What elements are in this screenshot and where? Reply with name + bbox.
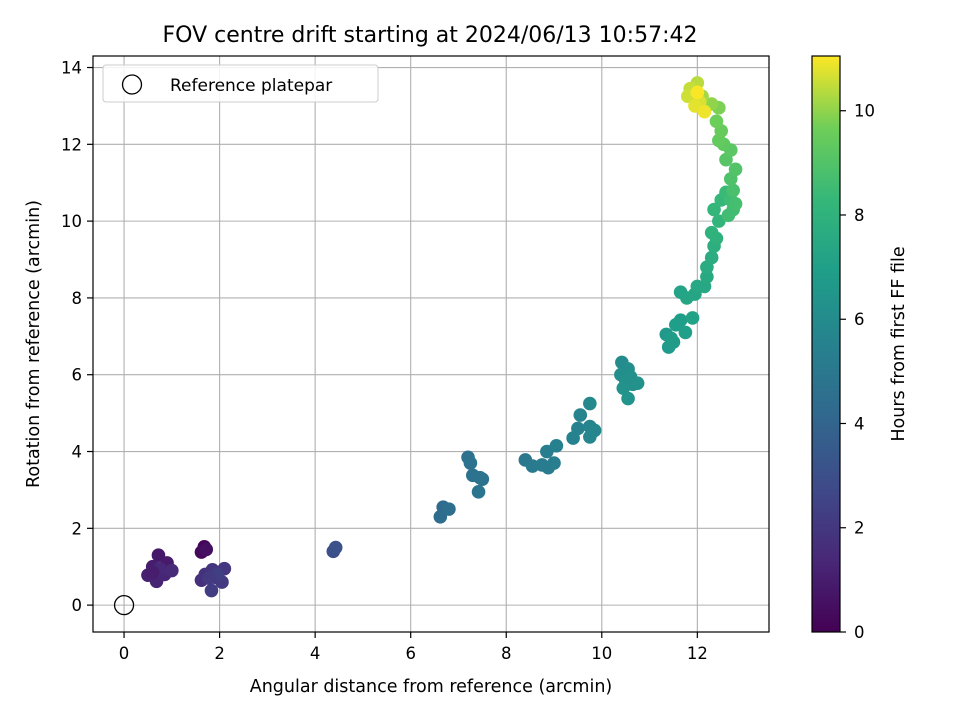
legend: Reference platepar bbox=[102, 64, 379, 103]
data-point bbox=[145, 565, 160, 580]
data-point bbox=[728, 162, 743, 177]
data-point bbox=[463, 456, 478, 470]
colorbar-tick-label: 8 bbox=[854, 206, 865, 225]
data-point bbox=[587, 423, 602, 438]
data-point bbox=[547, 456, 561, 470]
data-point bbox=[704, 250, 719, 265]
y-tick-label: 8 bbox=[72, 289, 83, 308]
reference-marker bbox=[113, 594, 135, 616]
x-tick-label: 0 bbox=[119, 644, 130, 663]
data-point bbox=[664, 331, 678, 346]
data-point bbox=[199, 542, 214, 557]
y-axis-ticks: 0 2 4 6 8 10 12 14 bbox=[61, 59, 93, 615]
data-point bbox=[726, 183, 740, 198]
colorbar-tick-label: 2 bbox=[854, 519, 865, 538]
x-tick-label: 2 bbox=[214, 644, 225, 663]
data-points bbox=[141, 76, 743, 598]
data-point bbox=[709, 114, 724, 129]
data-point bbox=[697, 104, 712, 119]
chart-title: FOV centre drift starting at 2024/06/13 … bbox=[163, 23, 698, 48]
data-point bbox=[442, 502, 456, 516]
y-tick-label: 0 bbox=[72, 596, 83, 615]
y-tick-label: 6 bbox=[72, 366, 83, 385]
y-axis-label: Rotation from reference (arcmin) bbox=[24, 200, 44, 488]
data-point bbox=[707, 202, 721, 217]
x-tick-label: 6 bbox=[405, 644, 416, 663]
data-point bbox=[623, 369, 638, 384]
data-point bbox=[571, 421, 585, 436]
x-tick-label: 8 bbox=[501, 644, 512, 663]
data-point bbox=[328, 540, 343, 555]
data-point bbox=[685, 311, 700, 325]
colorbar-label: Hours from first FF file bbox=[889, 246, 909, 441]
data-point bbox=[475, 472, 490, 486]
x-tick-label: 10 bbox=[591, 644, 612, 663]
x-axis-label: Angular distance from reference (arcmin) bbox=[250, 677, 613, 697]
data-point bbox=[549, 438, 564, 453]
y-tick-label: 14 bbox=[61, 59, 82, 78]
colorbar-gradient bbox=[811, 55, 841, 633]
colorbar-tick-label: 10 bbox=[854, 102, 875, 121]
x-tick-label: 12 bbox=[687, 644, 708, 663]
data-point bbox=[690, 85, 705, 100]
data-point bbox=[583, 396, 597, 411]
grid-lines bbox=[93, 56, 769, 632]
legend-entry-reference: Reference platepar bbox=[170, 76, 332, 96]
data-point bbox=[700, 270, 714, 284]
data-point bbox=[202, 571, 216, 586]
colorbar: 0 2 4 6 8 10 Hours from first FF file bbox=[811, 55, 909, 642]
legend-reference-marker bbox=[121, 74, 143, 95]
legend-box bbox=[102, 64, 379, 103]
data-point bbox=[165, 563, 179, 578]
colorbar-ticks: 0 2 4 6 8 10 bbox=[840, 102, 875, 642]
data-point bbox=[573, 408, 588, 422]
colorbar-tick-label: 4 bbox=[854, 414, 865, 433]
plot-frame bbox=[92, 55, 770, 633]
y-tick-label: 12 bbox=[61, 135, 82, 154]
colorbar-tick-label: 6 bbox=[854, 310, 865, 329]
y-tick-label: 10 bbox=[61, 212, 82, 231]
x-tick-label: 4 bbox=[310, 644, 321, 663]
data-point bbox=[621, 391, 635, 406]
data-point bbox=[673, 313, 688, 327]
data-point bbox=[728, 197, 743, 211]
reference-marker-group bbox=[113, 594, 135, 616]
y-tick-label: 4 bbox=[72, 443, 83, 462]
data-point bbox=[704, 225, 719, 240]
colorbar-tick-label: 0 bbox=[854, 623, 865, 642]
data-point bbox=[678, 325, 693, 340]
data-point bbox=[204, 583, 219, 598]
data-point bbox=[721, 208, 736, 223]
data-point bbox=[471, 485, 486, 499]
data-point bbox=[616, 381, 631, 395]
y-tick-label: 2 bbox=[72, 519, 83, 538]
x-axis-ticks: 0 2 4 6 8 10 12 bbox=[119, 632, 708, 663]
